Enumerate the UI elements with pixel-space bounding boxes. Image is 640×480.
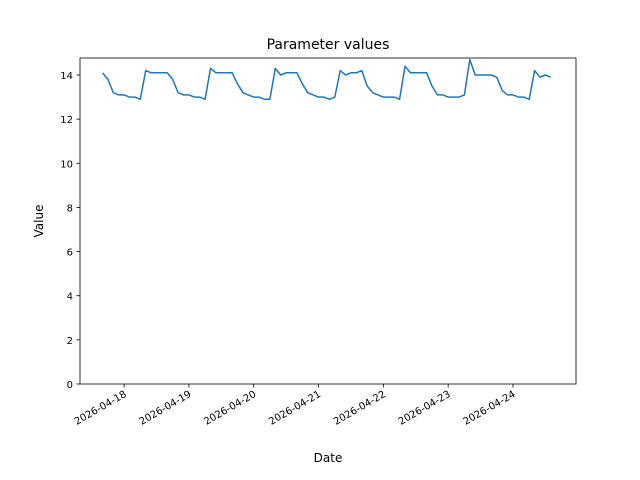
- x-tick-label: 2026-04-20: [202, 389, 258, 428]
- data-line: [101, 58, 552, 101]
- x-tick-label: 2026-04-22: [332, 389, 388, 428]
- y-tick-label: 4: [67, 292, 73, 303]
- x-axis-label: Date: [314, 451, 343, 465]
- y-tick-label: 10: [60, 159, 73, 170]
- y-tick-label: 8: [67, 203, 73, 214]
- x-tick-label: 2026-04-21: [267, 389, 323, 428]
- plot-frame: [79, 57, 577, 385]
- y-tick-label: 14: [60, 71, 73, 82]
- x-tick-label: 2026-04-23: [397, 389, 453, 428]
- y-tick-label: 12: [60, 115, 73, 126]
- x-tick-label: 2026-04-19: [138, 389, 194, 428]
- chart-title: Parameter values: [267, 37, 390, 53]
- y-axis-label: Value: [32, 205, 46, 238]
- y-tick-label: 0: [67, 380, 73, 391]
- y-tick-label: 2: [67, 336, 73, 347]
- x-tick-label: 2026-04-24: [462, 389, 518, 428]
- x-tick-label: 2026-04-18: [73, 389, 129, 428]
- y-tick-label: 6: [67, 248, 73, 259]
